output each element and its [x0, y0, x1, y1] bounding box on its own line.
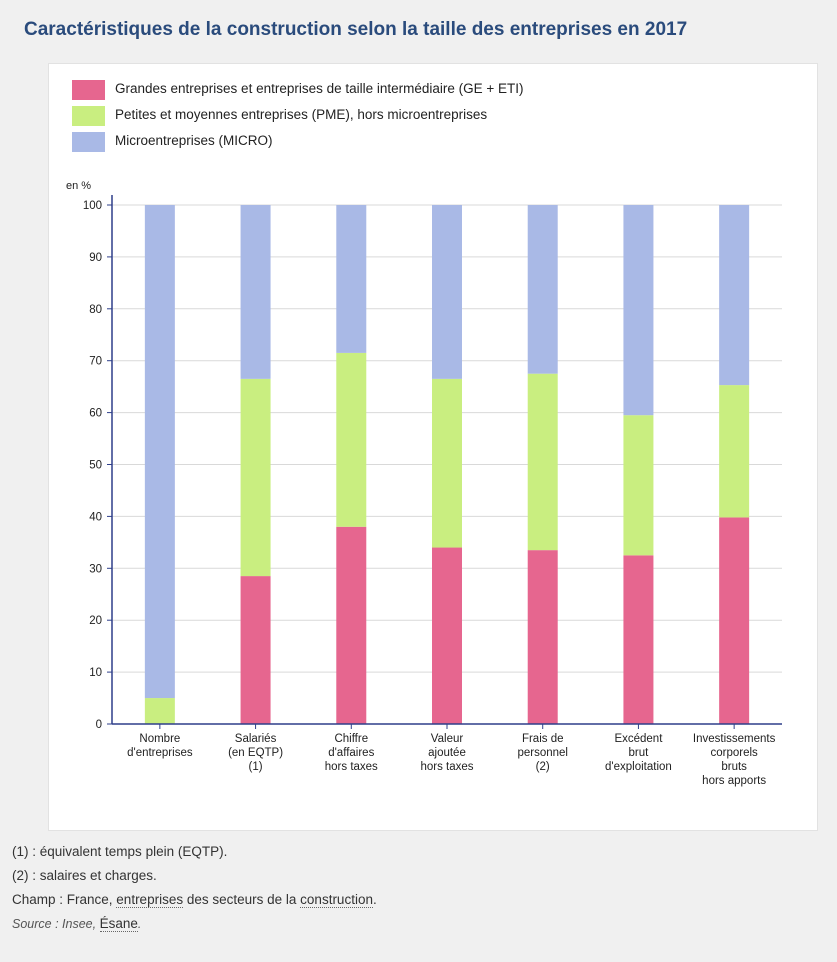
y-tick-label: 50	[89, 460, 102, 472]
y-tick-label: 80	[89, 304, 102, 316]
legend-label-ge-eti: Grandes entreprises et entreprises de ta…	[115, 81, 524, 96]
bar-segment	[240, 576, 271, 724]
x-category-label: Investissements corporels bruts hors apport…	[693, 733, 776, 787]
footnote-2: (2) : salaires et charges.	[12, 868, 157, 883]
y-tick-label: 0	[96, 719, 102, 731]
y-tick-label: 90	[89, 252, 102, 264]
bar-segment	[432, 547, 462, 724]
legend-label-micro: Microentreprises (MICRO)	[115, 133, 273, 148]
bar-segment	[240, 378, 271, 577]
construction-link[interactable]: construction	[300, 892, 373, 908]
x-category-label: Excédent brut d'exploitation	[605, 733, 672, 773]
chart-title: Caractéristiques de la construction selo…	[24, 19, 688, 40]
bar-segment	[336, 205, 367, 353]
bar-segment	[432, 378, 462, 548]
entreprises-link[interactable]: entreprises	[116, 892, 184, 908]
bar-segment	[432, 205, 462, 379]
y-tick-label: 20	[89, 615, 102, 627]
footnotes: (1) : équivalent temps plein (EQTP). (2)…	[12, 843, 377, 939]
bar-segment	[527, 373, 558, 551]
bar-segment	[623, 205, 654, 416]
source-suffix: .	[137, 917, 142, 931]
y-axis-unit: en %	[66, 180, 91, 192]
legend-swatch-micro	[72, 132, 105, 152]
y-tick-label: 70	[89, 356, 102, 368]
legend-swatch-ge-eti	[72, 80, 105, 100]
x-category-label: Frais de personnel (2)	[517, 733, 568, 773]
bar-segment	[719, 385, 750, 518]
legend-swatch-pme	[72, 106, 105, 126]
stacked-bar-chart: 0 10 20 30 40 50 60 70 80 90 100 en % Nombre d'entrep…	[66, 180, 782, 787]
legend-label-pme: Petites et moyennes entreprises (PME), h…	[115, 107, 488, 122]
bar-segment	[527, 205, 558, 374]
bar-segment	[719, 205, 750, 386]
source-prefix: Source : Insee,	[12, 917, 100, 931]
champ-suffix: .	[372, 892, 377, 907]
y-tick-label: 40	[89, 511, 102, 523]
bar-segment	[336, 352, 367, 527]
source-note: Source : Insee, Ésane.	[12, 915, 377, 939]
y-tick-label: 10	[89, 667, 102, 679]
x-category-label: Chiffre d'affaires hors taxes	[325, 733, 378, 773]
bar-segment	[623, 555, 654, 724]
champ-note: Champ : France, entreprises des secteurs…	[12, 891, 377, 915]
champ-prefix: Champ : France,	[12, 892, 117, 907]
x-category-label: Salariés (en EQTP) (1)	[228, 733, 283, 773]
bar-segment	[719, 517, 750, 724]
y-tick-label: 30	[89, 563, 102, 575]
bar-segment	[527, 550, 558, 724]
y-tick-label: 100	[83, 200, 102, 212]
y-tick-label: 60	[89, 408, 102, 420]
champ-mid: des secteurs de la	[183, 892, 301, 907]
bar-segment	[623, 415, 654, 556]
footnote-1: (1) : équivalent temps plein (EQTP).	[12, 844, 228, 859]
bar-segment	[240, 205, 271, 379]
bar-segment	[144, 205, 175, 699]
x-category-label: Nombre d'entreprises	[127, 733, 193, 759]
bar-segment	[144, 698, 175, 724]
esane-link[interactable]: Ésane	[99, 916, 138, 932]
x-category-label: Valeur ajoutée hors taxes	[420, 733, 473, 773]
bar-segment	[336, 526, 367, 724]
